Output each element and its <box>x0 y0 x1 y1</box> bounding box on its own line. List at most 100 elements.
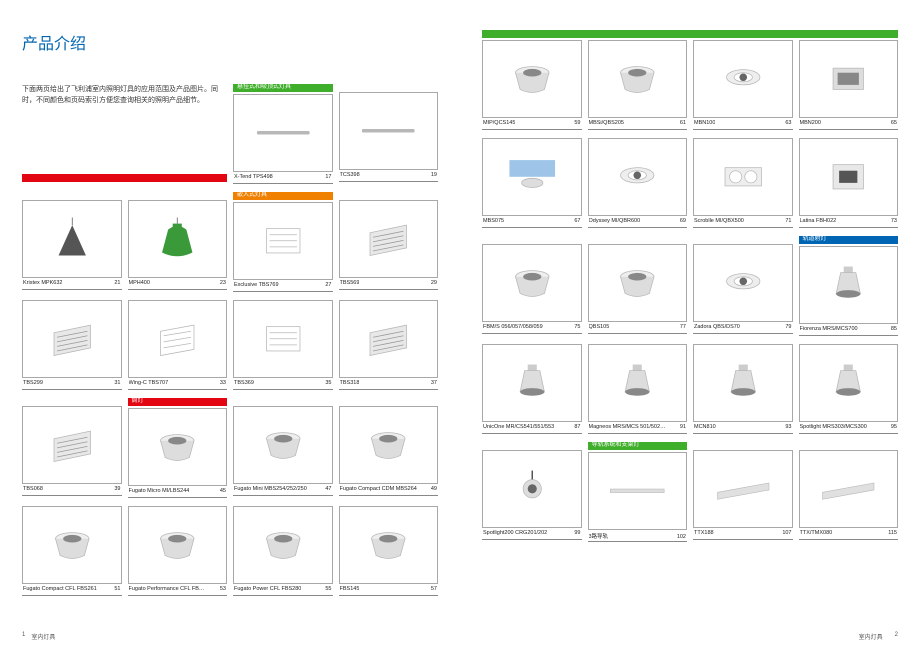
product-page: 85 <box>889 326 897 332</box>
left-row-3: TBS29931Wing-C TBS70733TBS36935TBS31837 <box>22 300 438 390</box>
product-page: 75 <box>572 324 580 330</box>
tube-icon <box>254 110 313 156</box>
spacer <box>482 442 582 450</box>
left-row-5: Fugato Compact CFL FBS26151 Fugato Perfor… <box>22 506 438 596</box>
product-thumb <box>482 40 582 118</box>
product-thumb <box>233 506 333 584</box>
product-page: 17 <box>323 174 331 180</box>
product-page: 23 <box>218 280 226 286</box>
right-row-2: MBS07567Odyssey MI/QBR60069Scroblle MI/Q… <box>482 138 898 228</box>
section-bar: 嵌入式灯具 <box>233 192 333 200</box>
section-label: 筒灯 <box>132 397 144 405</box>
product-name: Fugato Mini MBS254/252/250 <box>234 486 307 492</box>
downlight-icon <box>148 424 207 470</box>
left-row-4: TBS06839筒灯Fugato Micro MI/LBS24445Fugato… <box>22 398 438 498</box>
section-bar: 筒灯 <box>128 398 228 406</box>
product-caption: Wing-C TBS70733 <box>128 378 228 390</box>
product-page: 51 <box>112 586 120 592</box>
product-caption: X-Tend TPS49817 <box>233 172 333 184</box>
product-cell: 筒灯Fugato Micro MI/LBS24445 <box>128 398 228 498</box>
product-page: 79 <box>783 324 791 330</box>
spot-icon <box>608 360 667 406</box>
product-page: 47 <box>323 486 331 492</box>
page-title: 产品介绍 <box>22 30 438 54</box>
product-name: Latina FBH022 <box>800 218 837 224</box>
product-caption: TBS31837 <box>339 378 439 390</box>
spacer <box>128 192 228 200</box>
product-caption: MBN20065 <box>799 118 899 130</box>
product-thumb <box>799 138 899 216</box>
product-page: 115 <box>886 530 897 536</box>
product-page: 95 <box>889 424 897 430</box>
section-label: 嵌入式灯具 <box>237 191 267 199</box>
product-cell: UnicOne MR/CS541/551/553 87 <box>482 344 582 434</box>
product-name: Spotlight200 CRG201/202 <box>483 530 547 536</box>
page-left: 产品介绍 下面两页给出了飞利浦室内照明灯具的应用范围及产品图片。同时，不同颜色和… <box>0 0 460 651</box>
product-thumb <box>693 344 793 422</box>
product-cell: Fugato Compact CFL FBS26151 <box>22 506 122 596</box>
spacer <box>339 192 439 200</box>
downlight-icon <box>254 522 313 568</box>
product-thumb <box>22 200 122 278</box>
product-page: 102 <box>675 534 686 540</box>
batten-icon <box>714 466 773 512</box>
product-thumb <box>339 406 439 484</box>
section-bar: 悬挂式和吸顶式灯具 <box>233 84 333 92</box>
product-thumb <box>588 138 688 216</box>
product-name: TBS068 <box>23 486 43 492</box>
product-thumb <box>233 94 333 172</box>
downlight-icon <box>503 260 562 306</box>
product-caption: Magneos MRS/MCS 501/502/50391 <box>588 422 688 434</box>
product-name: MPH400 <box>129 280 150 286</box>
product-caption: MPH400 23 <box>128 278 228 290</box>
spacer <box>588 236 688 244</box>
panel-icon <box>254 218 313 264</box>
product-page: 19 <box>429 172 437 178</box>
product-cell: TBS31837 <box>339 300 439 390</box>
left-row-1: 下面两页给出了飞利浦室内照明灯具的应用范围及产品图片。同时，不同颜色和页码索引方… <box>22 84 438 184</box>
product-name: MBSi/QBS205 <box>589 120 624 126</box>
product-caption: TBS36935 <box>233 378 333 390</box>
downlight-icon <box>254 422 313 468</box>
product-thumb <box>128 506 228 584</box>
spacer <box>339 84 439 92</box>
right-row-5: Spotlight200 CRG201/20299导轨系统和支架灯3路导轨102… <box>482 442 898 542</box>
intro-text: 下面两页给出了飞利浦室内照明灯具的应用范围及产品图片。同时，不同颜色和页码索引方… <box>22 84 222 106</box>
product-caption: Spotlight200 CRG201/20299 <box>482 528 582 540</box>
product-cell: MBN10063 <box>693 40 793 130</box>
product-thumb <box>693 40 793 118</box>
product-name: UnicOne MR/CS541/551/553 <box>483 424 554 430</box>
section-label: 导轨系统和支架灯 <box>592 441 640 449</box>
product-page: 63 <box>783 120 791 126</box>
downlight-icon <box>43 522 102 568</box>
product-page: 53 <box>218 586 226 592</box>
gimbal-icon <box>714 260 773 306</box>
product-page: 45 <box>218 488 226 494</box>
product-cell: MBN20065 <box>799 40 899 130</box>
product-caption: MIP/QCS14559 <box>482 118 582 130</box>
footer-text: 室内灯具 <box>859 632 883 641</box>
product-caption: Fugato Compact CDM MBS26449 <box>339 484 439 496</box>
product-page: 87 <box>572 424 580 430</box>
product-thumb <box>799 344 899 422</box>
product-thumb <box>339 200 439 278</box>
red-bar <box>22 174 227 182</box>
product-cell: Spotlight200 CRG201/20299 <box>482 442 582 542</box>
product-thumb <box>233 406 333 484</box>
footer-page-num: 2 <box>895 632 898 641</box>
batten-icon <box>819 466 878 512</box>
footer-right: 室内灯具 2 <box>482 632 898 641</box>
product-cell: FBM/S 056/057/058/05975 <box>482 236 582 336</box>
product-thumb <box>588 40 688 118</box>
product-thumb <box>233 300 333 378</box>
product-thumb <box>482 344 582 422</box>
product-caption: MBSi/QBS20561 <box>588 118 688 130</box>
product-name: Wing-C TBS707 <box>129 380 169 386</box>
product-caption: Kristex MPK63221 <box>22 278 122 290</box>
product-name: Fiorenza MRS/MCS700 <box>800 326 858 332</box>
downlight-icon <box>608 260 667 306</box>
product-caption: Fugato Performance CFL FBS27153 <box>128 584 228 596</box>
panel_angle-icon <box>148 316 207 362</box>
product-caption: Fugato Mini MBS254/252/250 47 <box>233 484 333 496</box>
section-bar: 轨道射灯 <box>799 236 899 244</box>
